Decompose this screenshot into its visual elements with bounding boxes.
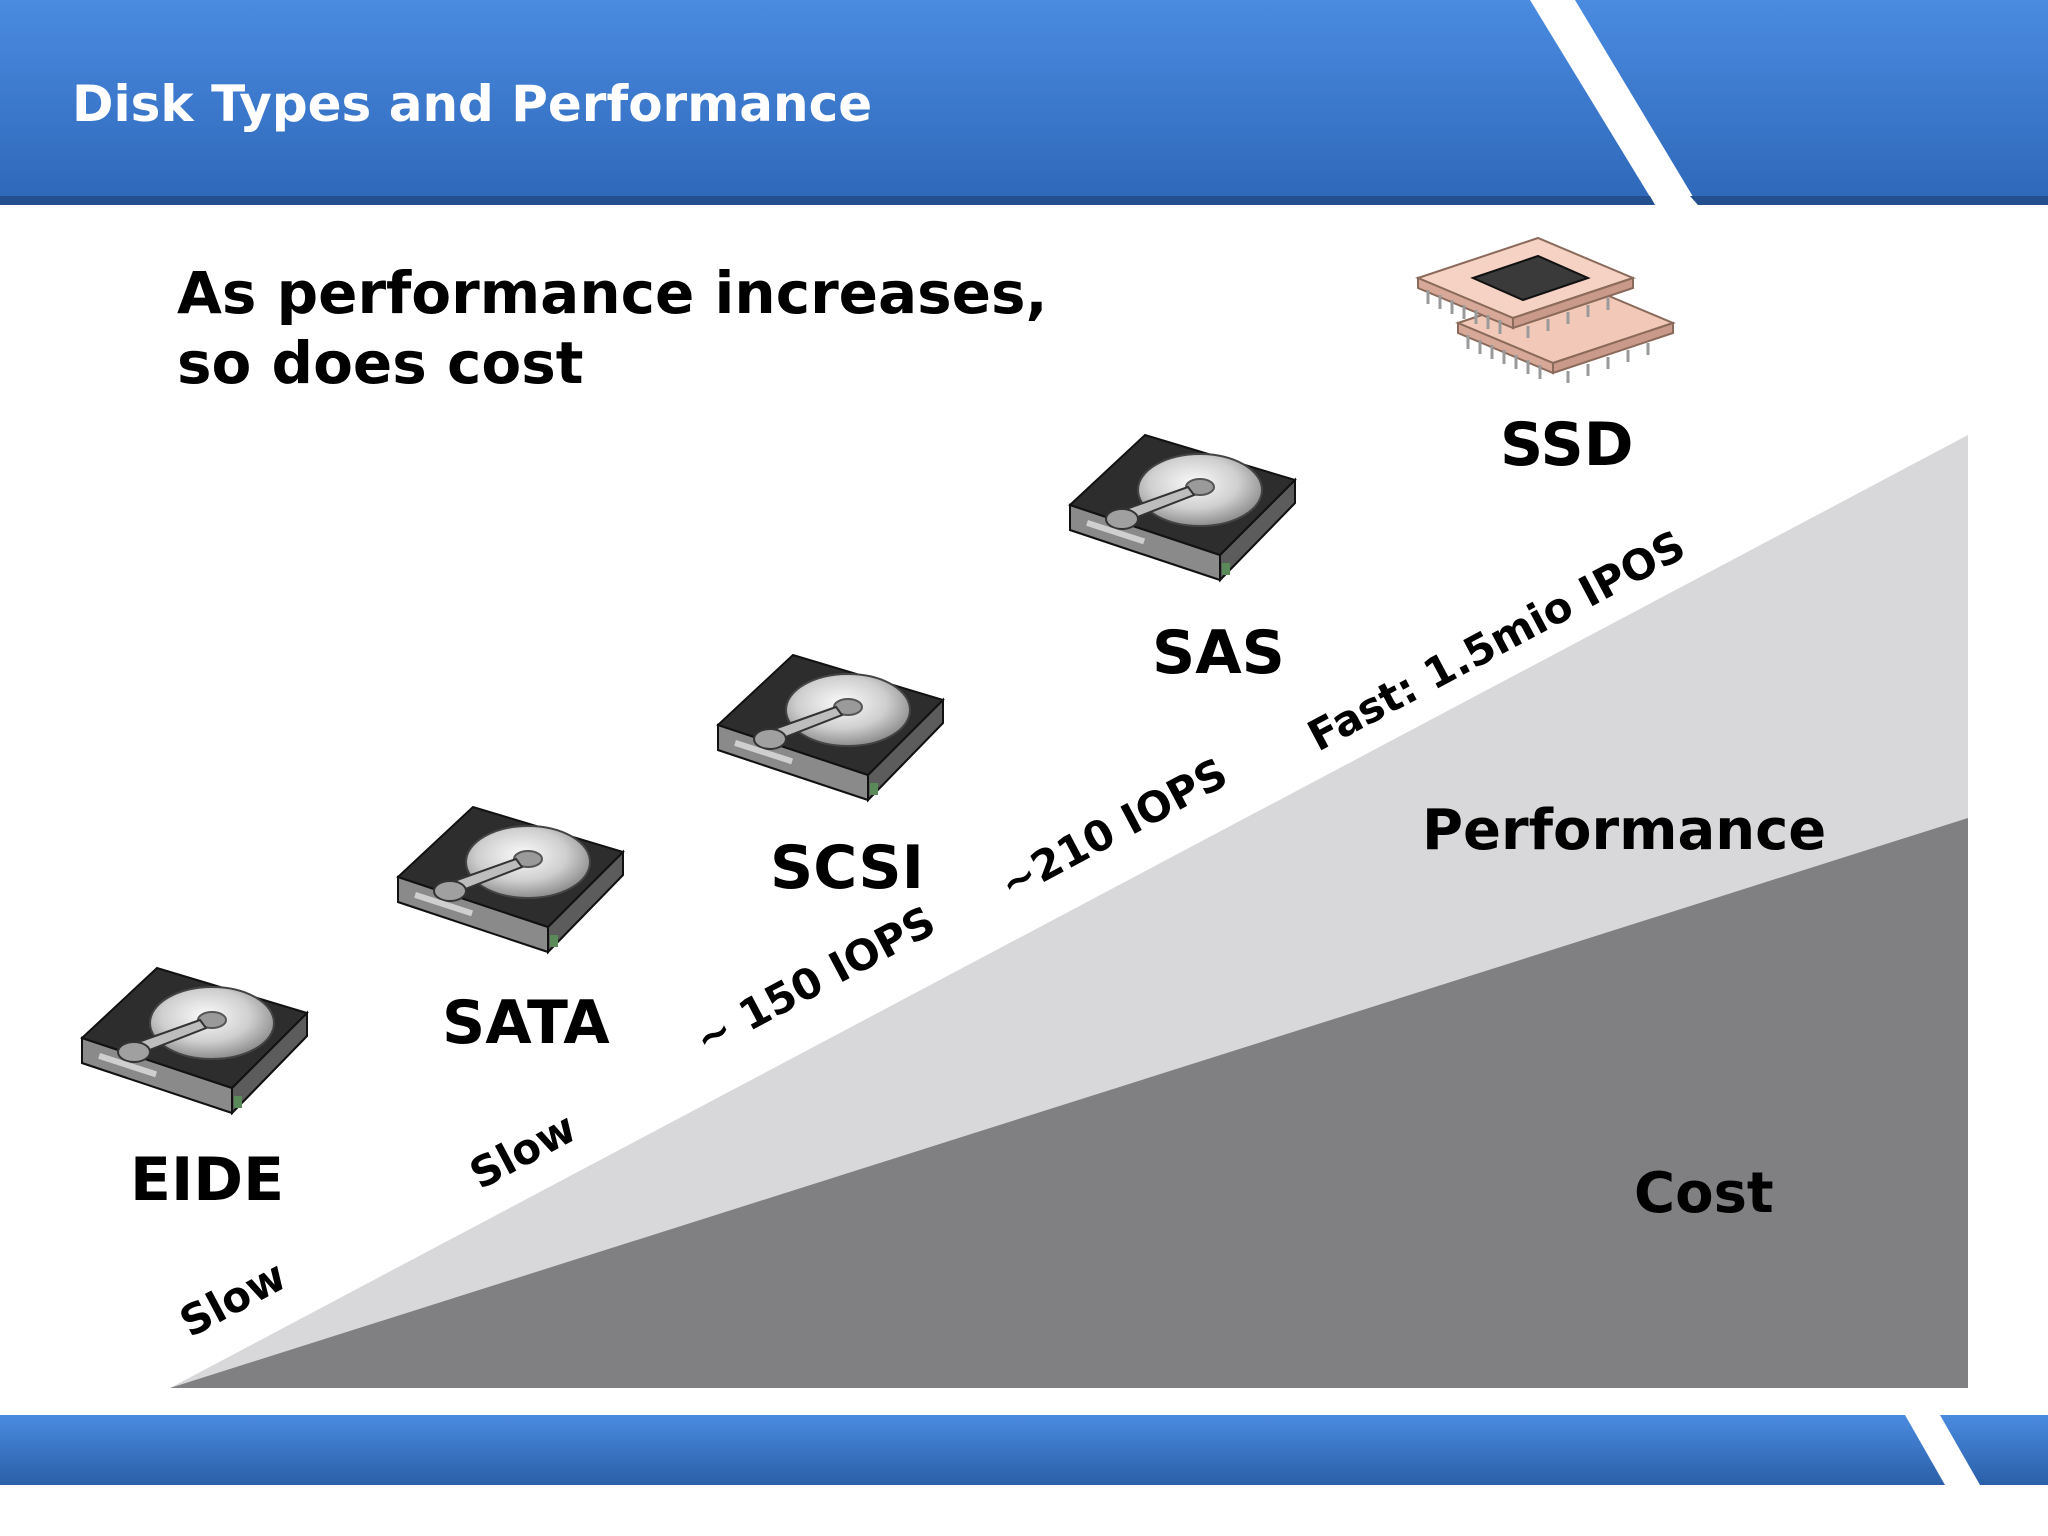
- hard-disk-icon: [397, 806, 624, 953]
- performance-label: Performance: [1422, 798, 1826, 863]
- disk-label-sas: SAS: [1152, 618, 1285, 688]
- footer-banner: [0, 1415, 2048, 1485]
- cost-label: Cost: [1634, 1161, 1774, 1226]
- header-banner: Disk Types and Performance: [0, 0, 2048, 205]
- chip-icon: [1416, 236, 1675, 385]
- disk-label-ssd: SSD: [1500, 410, 1634, 480]
- hard-disk-icon: [1069, 434, 1296, 581]
- subtitle-line-2: so does cost: [177, 329, 583, 397]
- hard-disk-icon: [81, 967, 308, 1114]
- cost-area: [170, 818, 1968, 1388]
- subtitle-line-1: As performance increases,: [177, 259, 1048, 327]
- disk-label-scsi: SCSI: [770, 833, 924, 903]
- disk-label-eide: EIDE: [130, 1145, 284, 1215]
- hard-disk-icon: [717, 654, 944, 801]
- disk-label-sata: SATA: [442, 988, 610, 1058]
- slide-title: Disk Types and Performance: [72, 75, 872, 133]
